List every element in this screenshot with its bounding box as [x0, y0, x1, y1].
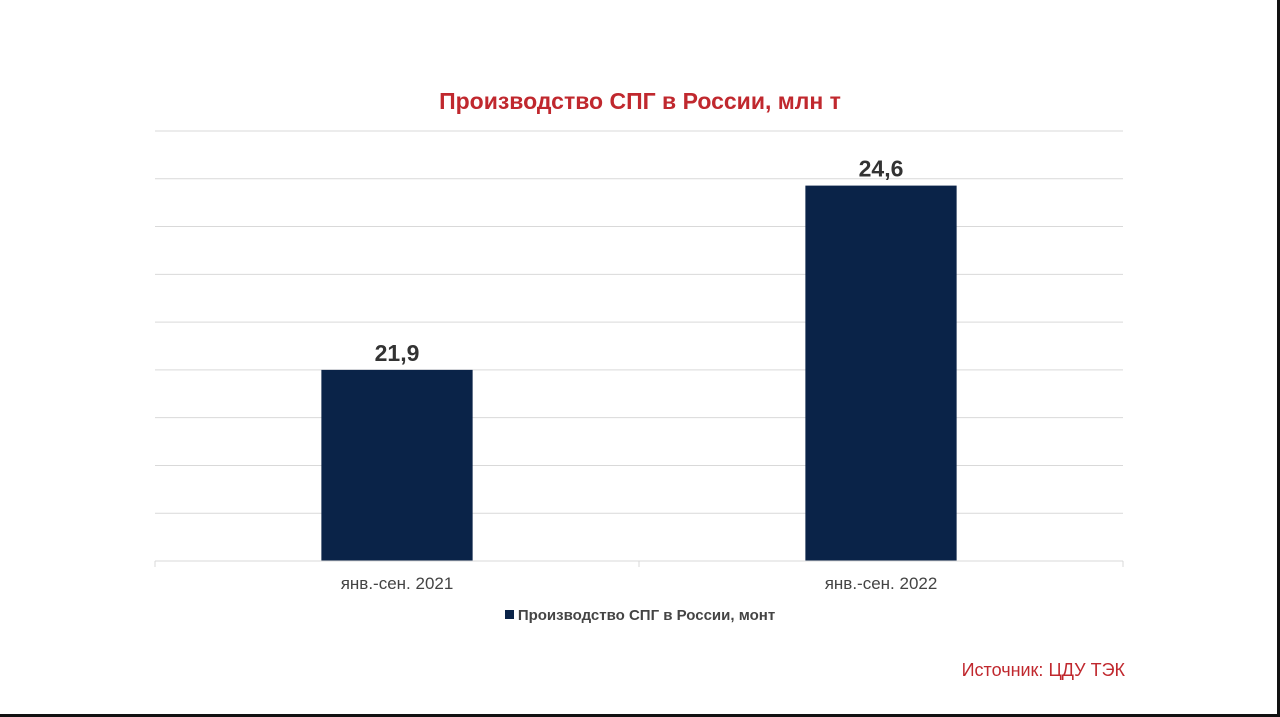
bar-value-label: 21,9	[375, 340, 420, 366]
x-axis: янв.-сен. 2021 янв.-сен. 2022	[154, 560, 1124, 593]
chart-title: Производство СПГ в России, млн т	[439, 88, 841, 114]
legend: Производство СПГ в России, монт	[0, 606, 1280, 626]
source-note: Источник: ЦДУ ТЭК	[961, 660, 1125, 680]
legend-label: Производство СПГ в России, монт	[517, 607, 776, 624]
bar-1	[321, 369, 473, 561]
legend-swatch	[504, 610, 514, 619]
bar-value-label: 24,6	[859, 156, 904, 182]
data-labels: 21,9 24,6	[375, 156, 904, 366]
x-tick-label: янв.-сен. 2021	[341, 574, 454, 593]
x-tick-label: янв.-сен. 2022	[825, 574, 938, 593]
bar-2	[805, 185, 957, 561]
gridlines	[155, 130, 1123, 514]
bars	[321, 185, 957, 561]
